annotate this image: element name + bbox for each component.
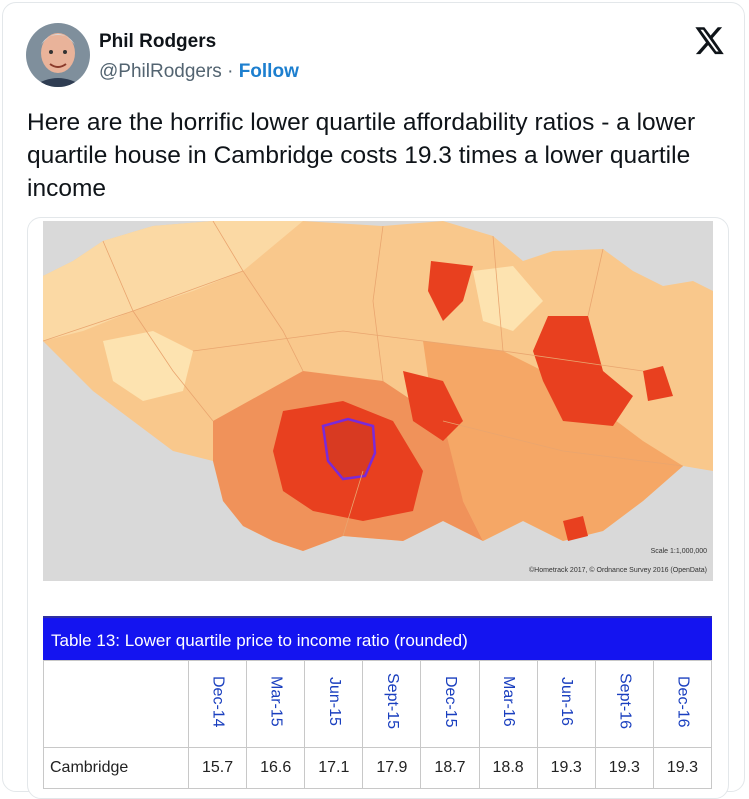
- map-credit: ©Hometrack 2017, © Ordnance Survey 2016 …: [529, 566, 707, 574]
- avatar-image: [26, 23, 90, 87]
- separator: ·: [227, 61, 234, 82]
- column-header: Jun-15: [304, 660, 364, 748]
- author-handle[interactable]: @PhilRodgers: [99, 61, 222, 82]
- column-label: Dec-16: [674, 675, 692, 728]
- cell: 18.7: [420, 747, 480, 789]
- corner-cell: [43, 660, 189, 748]
- table-row: Cambridge 15.7 16.6 17.1 17.9 18.7 18.8 19.3 19.…: [43, 747, 713, 789]
- column-header: Dec-16: [652, 660, 713, 748]
- x-logo[interactable]: [695, 27, 725, 55]
- column-label: Sept-16: [616, 673, 634, 730]
- map-scale: Scale 1:1,000,000: [651, 548, 708, 555]
- column-header: Dec-15: [420, 660, 480, 748]
- cell: 15.7: [187, 747, 248, 789]
- header-row: Dec-14 Mar-15 Jun-15 Sept-15 Dec-15 Mar-16 Jun…: [43, 660, 713, 748]
- column-header: Sept-15: [362, 660, 422, 748]
- table: Dec-14 Mar-15 Jun-15 Sept-15 Dec-15 Mar-16 Jun…: [43, 660, 713, 789]
- column-label: Mar-16: [500, 676, 518, 727]
- cell: 17.9: [362, 747, 422, 789]
- media[interactable]: Scale 1:1,000,000 ©Hometrack 2017, © Ord…: [27, 217, 729, 799]
- author-name[interactable]: Phil Rodgers: [99, 31, 217, 52]
- column-header: Sept-16: [594, 660, 654, 748]
- map: Scale 1:1,000,000 ©Hometrack 2017, © Ord…: [43, 221, 713, 581]
- column-header: Dec-14: [187, 660, 248, 748]
- table-body: Cambridge 15.7 16.6 17.1 17.9 18.7 18.8 19.3 19.…: [43, 747, 713, 789]
- handle-row: @PhilRodgers · Follow: [99, 61, 299, 83]
- avatar[interactable]: [26, 23, 90, 87]
- tweet-text: Here are the horrific lower quartile aff…: [27, 109, 696, 202]
- column-label: Jun-15: [325, 677, 343, 726]
- cell: 16.6: [246, 747, 306, 789]
- follow-button[interactable]: Follow: [238, 61, 299, 82]
- column-label: Dec-14: [209, 675, 227, 728]
- column-header: Jun-16: [536, 660, 596, 748]
- column-label: Dec-15: [441, 675, 459, 728]
- cell: 19.3: [594, 747, 654, 789]
- table-title: Table 13: Lower quartile price to income…: [43, 616, 712, 660]
- column-label: Mar-15: [267, 676, 285, 727]
- cell: 19.3: [652, 747, 713, 789]
- column-label: Jun-16: [558, 677, 576, 726]
- column-header: Mar-16: [478, 660, 538, 748]
- column-header: Mar-15: [246, 660, 306, 748]
- data-table: Table 13: Lower quartile price to income…: [43, 616, 713, 789]
- cell: 18.8: [478, 747, 538, 789]
- column-label: Sept-15: [383, 673, 401, 730]
- cell: 17.1: [304, 747, 364, 789]
- row-label: Cambridge: [43, 747, 189, 789]
- cell: 19.3: [536, 747, 596, 789]
